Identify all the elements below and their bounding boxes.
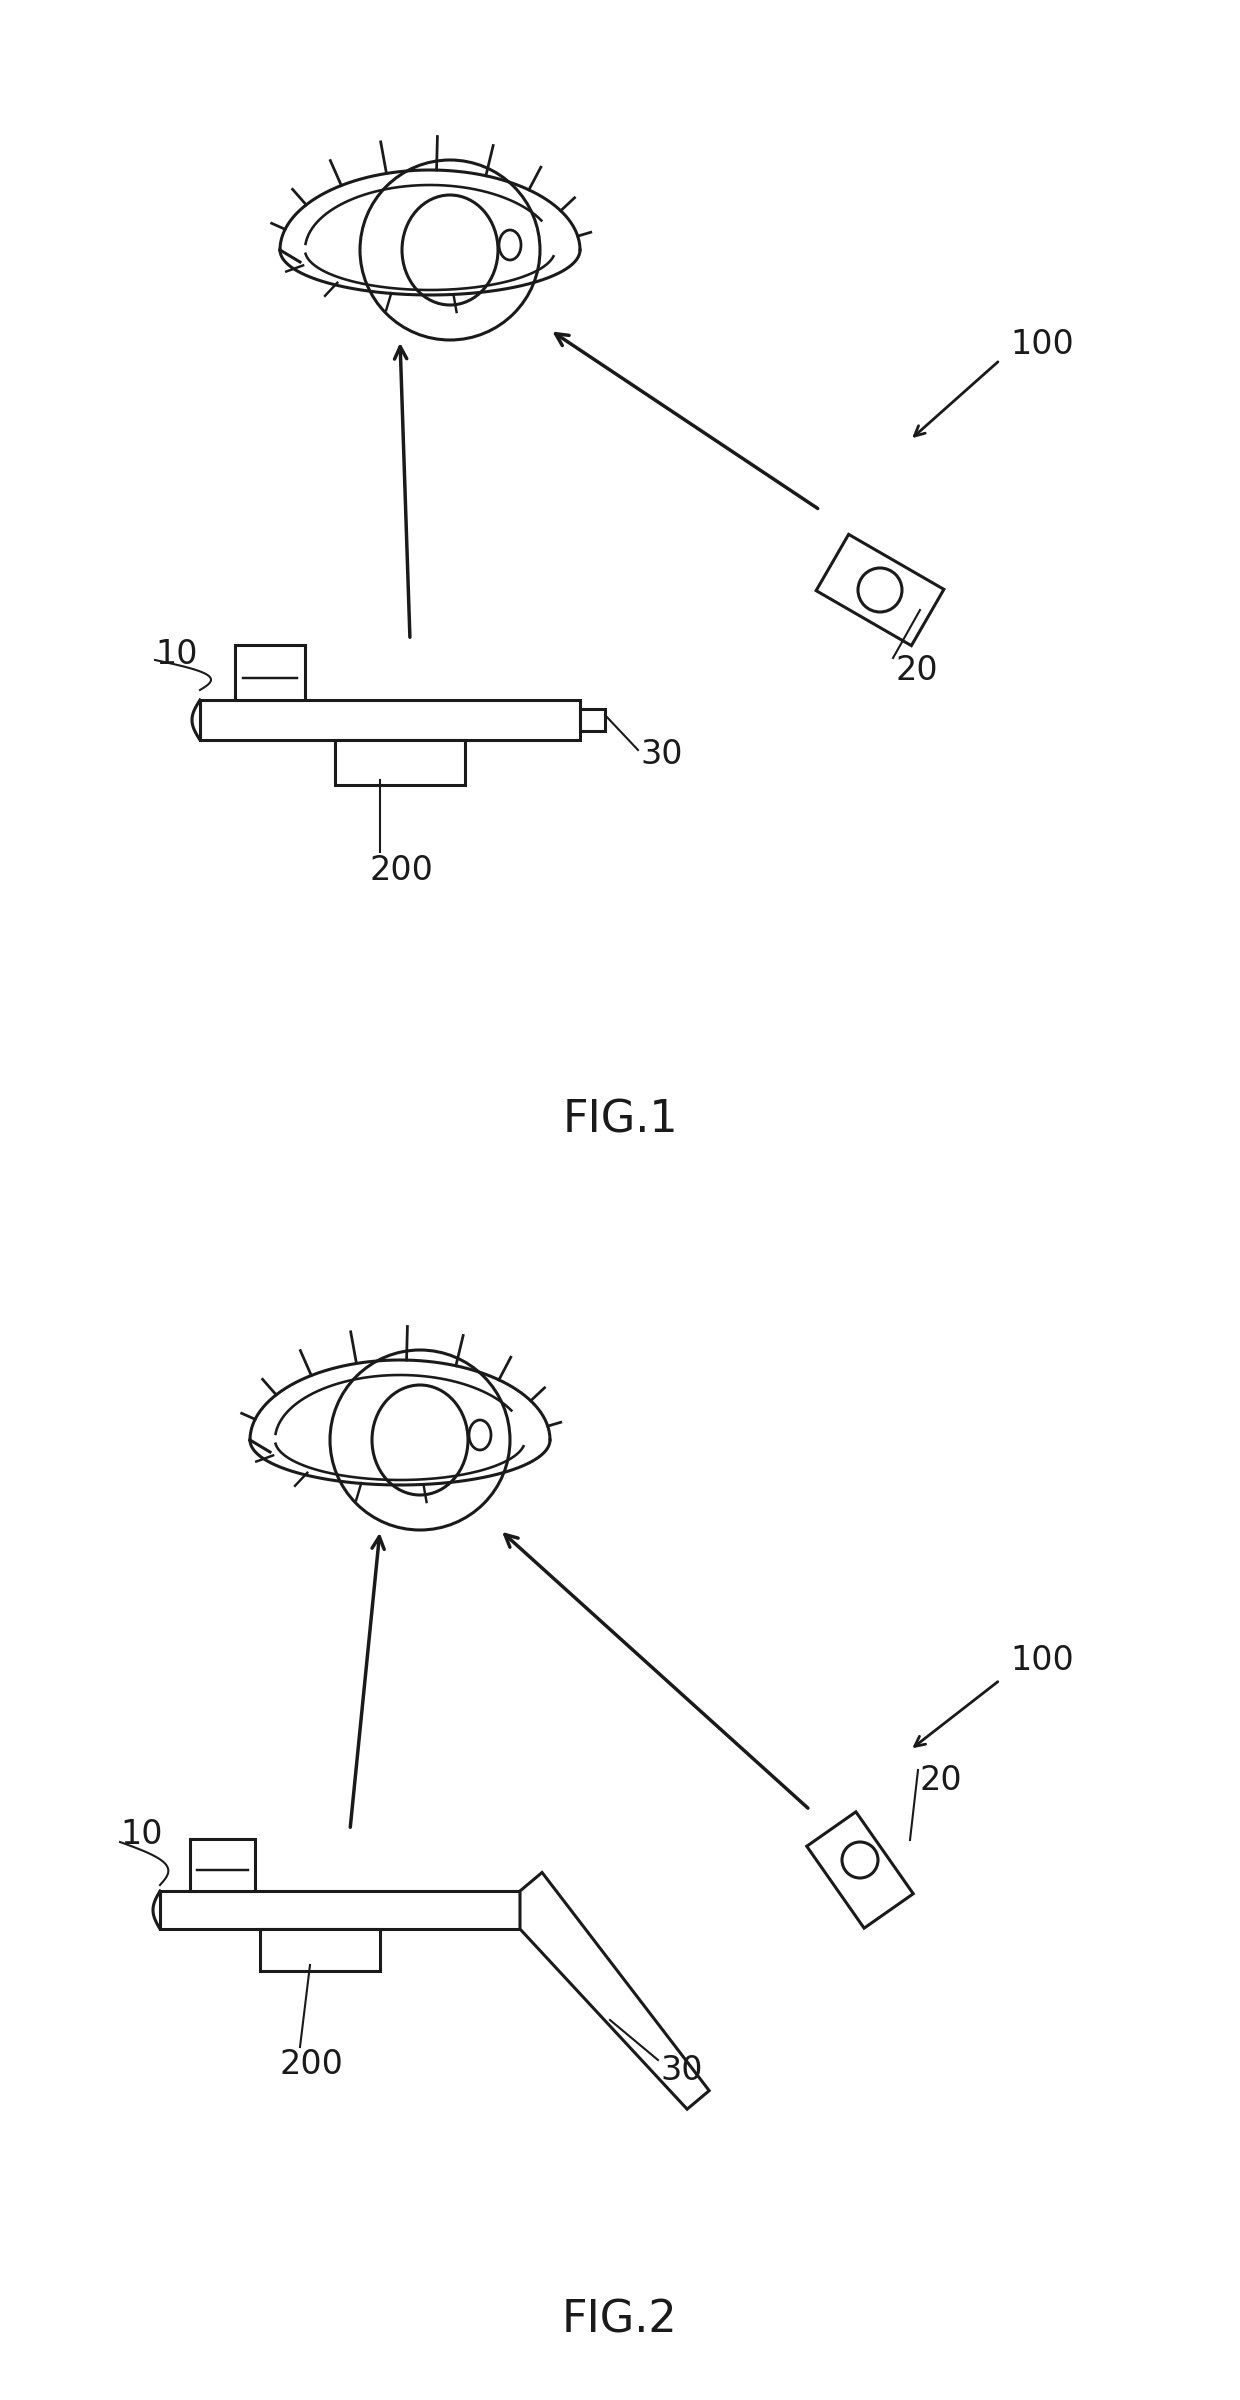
Bar [260, 1930, 379, 1970]
Text: FIG.2: FIG.2 [562, 2299, 678, 2342]
Bar [335, 739, 465, 785]
Text: 10: 10 [155, 638, 197, 672]
Text: 30: 30 [660, 2054, 703, 2086]
Text: 20: 20 [920, 1764, 962, 1798]
Text: 100: 100 [1011, 1644, 1074, 1678]
Polygon shape [807, 1812, 913, 1927]
Bar [236, 646, 305, 701]
Text: 30: 30 [640, 739, 682, 770]
Bar [200, 701, 580, 739]
Bar [160, 1891, 520, 1930]
Bar [190, 1838, 255, 1891]
Polygon shape [520, 1872, 709, 2110]
Text: 10: 10 [120, 1819, 162, 1850]
Bar [580, 708, 605, 732]
Text: 200: 200 [370, 854, 434, 886]
Text: 100: 100 [1011, 329, 1074, 362]
Text: 200: 200 [280, 2050, 343, 2081]
Text: 20: 20 [895, 653, 937, 686]
Polygon shape [816, 535, 944, 646]
Text: FIG.1: FIG.1 [562, 1099, 678, 1142]
